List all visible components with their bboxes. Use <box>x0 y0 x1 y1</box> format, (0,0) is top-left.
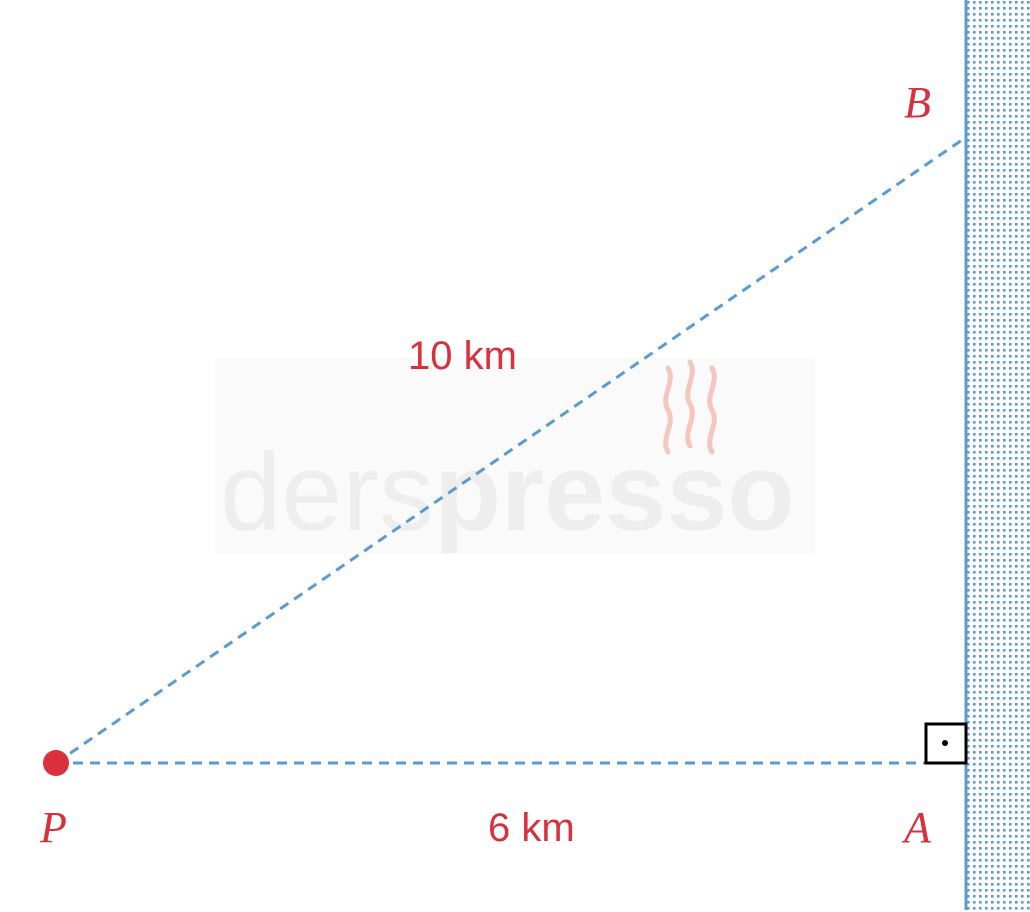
label-b: B <box>904 78 931 127</box>
label-p: P <box>39 803 67 852</box>
right-angle-marker <box>924 722 968 765</box>
watermark-bold-text: presso <box>434 431 795 554</box>
label-a: A <box>901 803 932 852</box>
watermark-light-text: ders <box>220 431 434 554</box>
watermark-backdrop <box>215 358 815 554</box>
point-p <box>43 750 69 776</box>
wall-texture <box>966 0 1030 910</box>
steam-icon <box>663 359 717 455</box>
wall <box>964 0 1030 910</box>
watermark: derspresso <box>215 358 815 554</box>
segment-pb <box>55 138 963 765</box>
svg-text:derspresso: derspresso <box>220 431 795 554</box>
distance-label-pa: 6 km <box>488 806 575 850</box>
right-angle-dot <box>942 740 948 746</box>
distance-label-pb: 10 km <box>408 334 517 378</box>
